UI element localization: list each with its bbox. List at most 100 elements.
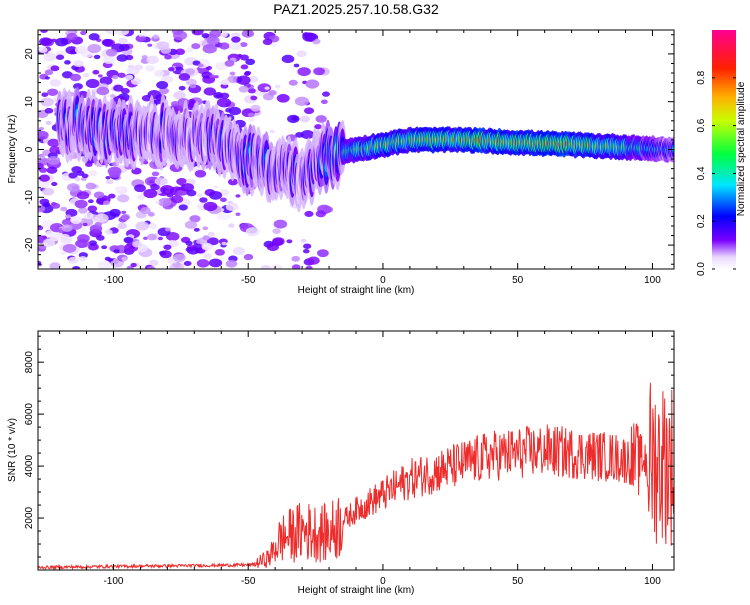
spectrogram-cell <box>299 115 311 123</box>
snr-plot-area <box>38 331 674 570</box>
spectrogram-cell <box>164 54 172 60</box>
spectrogram-cell <box>38 179 50 189</box>
spectrogram-xtick-label: -50 <box>241 275 256 286</box>
spectrogram-cell <box>46 166 58 174</box>
spectrogram-cell <box>302 248 310 254</box>
spectrogram-cell <box>209 30 222 38</box>
spectrogram-cell <box>323 206 333 213</box>
spectrogram-cell <box>108 193 116 199</box>
spectrogram-cell <box>92 216 100 222</box>
spectrogram-cell <box>208 258 223 268</box>
spectrogram-cell <box>178 204 188 211</box>
spectrogram-cell <box>55 54 65 60</box>
spectrogram-cell <box>134 64 144 71</box>
spectrogram-cell <box>38 130 49 140</box>
spectrogram-cell <box>232 246 246 256</box>
spectrogram-cell <box>49 79 62 87</box>
snr-frame <box>37 330 675 571</box>
spectrogram-cell <box>77 90 89 99</box>
spectrogram-cell <box>196 259 210 268</box>
spectrogram-cell <box>173 91 186 100</box>
spectrogram-cell <box>108 170 121 179</box>
spectrogram-cell <box>243 71 251 77</box>
spectrogram-ytick-label: -20 <box>24 237 35 252</box>
spectrogram-cell <box>104 229 113 235</box>
snr-ytick-label: 8000 <box>24 351 35 374</box>
spectrogram-cell <box>38 167 48 173</box>
spectrogram-cell <box>72 265 81 269</box>
spectrogram-cell <box>87 199 94 204</box>
spectrogram-cell <box>146 55 159 64</box>
spectrogram-cell <box>202 235 210 241</box>
spectrogram-cell <box>38 127 44 131</box>
spectrogram-cell <box>78 256 87 262</box>
spectrogram-cell <box>74 199 88 209</box>
spectrogram-ytick-label: 20 <box>24 48 35 60</box>
spectrogram-cell <box>134 184 146 193</box>
spectrogram-cell <box>224 60 235 67</box>
spectrogram-cell <box>229 71 236 76</box>
spectrogram-cell <box>125 74 134 80</box>
spectrogram-cell <box>41 92 49 97</box>
spectrogram-cell <box>87 43 102 54</box>
spectrogram-cell <box>88 33 100 41</box>
spectrogram-cell <box>143 30 151 33</box>
spectrogram-cell <box>146 233 158 241</box>
spectrogram-cell <box>147 43 153 47</box>
spectrogram-cell <box>105 175 111 180</box>
spectrogram-cell <box>219 92 230 99</box>
spectrogram-cell <box>294 96 309 107</box>
spectrogram-cell <box>185 47 194 53</box>
spectrogram-cell <box>244 255 252 261</box>
snr-ytick-label: 2000 <box>24 506 35 529</box>
snr-ytick-label: 6000 <box>24 403 35 426</box>
spectrogram-cell <box>121 210 127 215</box>
spectrogram-cell <box>274 84 281 89</box>
spectrogram-cell <box>176 104 184 110</box>
spectrogram-cell <box>239 54 249 61</box>
spectrogram-cell <box>51 181 58 187</box>
spectrogram-cell <box>276 93 290 103</box>
spectrogram-ylabel: Frequency (Hz) <box>7 115 18 184</box>
spectrogram-cell <box>245 58 256 66</box>
spectrogram-cell <box>287 114 300 124</box>
spectrogram-cell <box>203 253 212 259</box>
spectrogram-cell <box>236 75 251 85</box>
spectrogram-cell <box>156 81 169 90</box>
spectrogram-cell <box>130 262 137 268</box>
spectrogram-cell <box>146 266 156 269</box>
spectrogram-cell <box>153 69 165 77</box>
spectrogram-cell <box>272 228 281 234</box>
spectrogram-cell <box>107 257 114 262</box>
spectrogram-cell <box>207 231 215 237</box>
spectrogram-cell <box>262 38 273 46</box>
spectrogram-cell <box>191 43 201 50</box>
spectrogram-cell <box>156 41 170 50</box>
spectrogram-cell <box>228 223 235 228</box>
spectrogram-cell <box>88 170 98 177</box>
spectrogram-ytick-label: -10 <box>24 190 35 205</box>
spectrogram-cell <box>115 186 125 192</box>
spectrogram-cell <box>185 246 194 253</box>
spectrogram-cell <box>38 225 44 231</box>
spectrogram-cell <box>74 45 88 55</box>
spectrogram-cell <box>216 210 231 221</box>
spectrogram-cell <box>40 30 48 34</box>
spectrogram-cell <box>147 90 162 100</box>
spectrogram-cell <box>189 83 197 89</box>
spectrogram-cell <box>189 215 201 223</box>
spectrogram-cell <box>229 42 242 51</box>
spectrogram-cell <box>176 190 185 196</box>
spectrogram-cell <box>49 233 61 242</box>
spectrogram-cell <box>38 260 42 265</box>
spectrogram-cell <box>83 212 94 220</box>
spectrogram-cell <box>135 221 150 231</box>
spectrogram-cell <box>220 79 230 86</box>
spectrogram-cell <box>238 85 249 93</box>
spectrogram-cell <box>248 117 255 122</box>
snr-line <box>38 382 674 570</box>
spectrogram-xtick-label: 50 <box>512 275 524 286</box>
spectrogram-frame <box>37 29 675 270</box>
spectrogram-cell <box>74 177 81 182</box>
spectrogram-cell <box>149 259 159 266</box>
